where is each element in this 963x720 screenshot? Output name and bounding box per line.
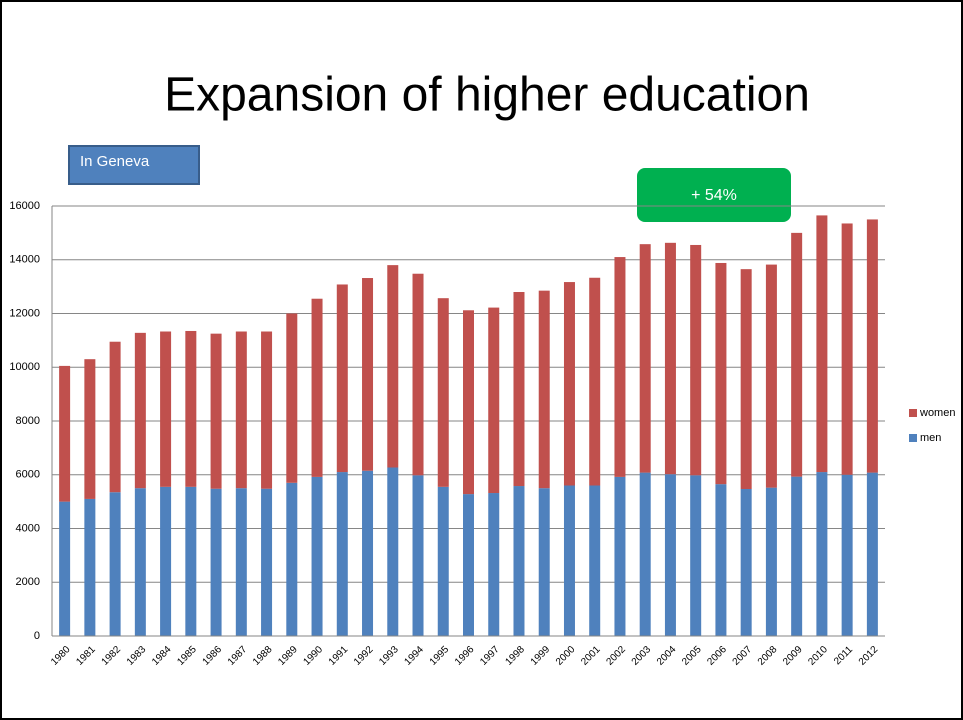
bar-segment: [261, 331, 273, 489]
bar-segment: [185, 486, 197, 636]
bar-segment: [387, 265, 399, 468]
bar-segment: [235, 331, 247, 489]
bar-segment: [134, 488, 146, 636]
chart-title: Expansion of higher education: [164, 69, 810, 122]
bar-segment: [286, 313, 298, 483]
bar-segment: [639, 244, 651, 473]
annotation: + 54%: [691, 187, 737, 204]
y-tick-label: 14000: [9, 254, 40, 266]
bar-segment: [134, 332, 146, 489]
bar-segment: [160, 486, 172, 636]
bar-segment: [261, 488, 273, 636]
bar-segment: [336, 472, 348, 636]
bar-segment: [488, 307, 500, 494]
annotation-box: [637, 168, 791, 222]
bar-segment: [816, 215, 828, 473]
bar-segment: [437, 486, 449, 636]
y-tick-label: 0: [34, 630, 40, 642]
bar-segment: [715, 484, 727, 636]
bar-segment: [765, 264, 777, 488]
bar-segment: [109, 492, 121, 636]
annotation-box: [68, 145, 200, 185]
legend-swatch: [909, 409, 917, 417]
y-tick-label: 16000: [9, 200, 40, 212]
bar-segment: [160, 331, 172, 487]
bar-segment: [614, 476, 626, 636]
bar-segment: [185, 330, 197, 487]
bar-segment: [387, 467, 399, 636]
bar-segment: [715, 262, 727, 485]
bar-segment: [437, 298, 449, 487]
bar-segment: [740, 269, 752, 489]
bar-segment: [563, 282, 575, 486]
bar-segment: [589, 277, 601, 486]
y-tick-label: 2000: [16, 576, 40, 588]
bar-segment: [286, 482, 298, 636]
bar-segment: [412, 273, 424, 476]
bar-segment: [765, 487, 777, 636]
bar-segment: [690, 244, 702, 476]
bar-segment: [210, 488, 222, 636]
bar-segment: [589, 485, 601, 636]
bar-segment: [538, 488, 550, 636]
bar-segment: [463, 310, 474, 495]
y-tick-label: 4000: [16, 522, 40, 534]
annotation: In Geneva: [80, 153, 150, 170]
bar-segment: [84, 498, 96, 636]
legend-swatch: [909, 434, 917, 442]
bar-segment: [639, 472, 651, 636]
bar-segment: [362, 278, 374, 471]
y-tick-label: 12000: [9, 307, 40, 319]
y-tick-label: 10000: [9, 361, 40, 373]
bar-segment: [109, 341, 121, 493]
bar-segment: [59, 501, 71, 636]
bar-segment: [841, 223, 853, 475]
legend-label: women: [919, 407, 955, 419]
bar-segment: [866, 219, 878, 473]
bar-segment: [664, 474, 676, 636]
bar-segment: [816, 472, 828, 636]
bar-segment: [538, 290, 550, 489]
y-tick-label: 8000: [16, 415, 40, 427]
bar-segment: [336, 284, 348, 473]
bar-segment: [513, 486, 525, 636]
bar-segment: [563, 485, 575, 636]
bar-segment: [841, 474, 853, 636]
bar-segment: [791, 476, 803, 636]
bar-segment: [513, 292, 525, 487]
legend-label: men: [920, 432, 941, 444]
bar-segment: [488, 493, 500, 636]
bar-segment: [740, 488, 752, 636]
bar-segment: [311, 476, 323, 636]
y-tick-label: 6000: [16, 469, 40, 481]
bar-segment: [311, 298, 323, 477]
bar-segment: [866, 472, 878, 636]
bar-segment: [235, 488, 247, 636]
bar-segment: [362, 470, 374, 636]
bar-segment: [210, 333, 222, 489]
bar-segment: [791, 232, 803, 477]
bar-segment: [664, 242, 676, 475]
bar-segment: [59, 365, 71, 502]
bar-segment: [412, 475, 424, 636]
bar-segment: [690, 475, 702, 636]
bar-segment: [84, 359, 96, 499]
bar-segment: [614, 257, 626, 477]
bar-segment: [463, 494, 474, 636]
